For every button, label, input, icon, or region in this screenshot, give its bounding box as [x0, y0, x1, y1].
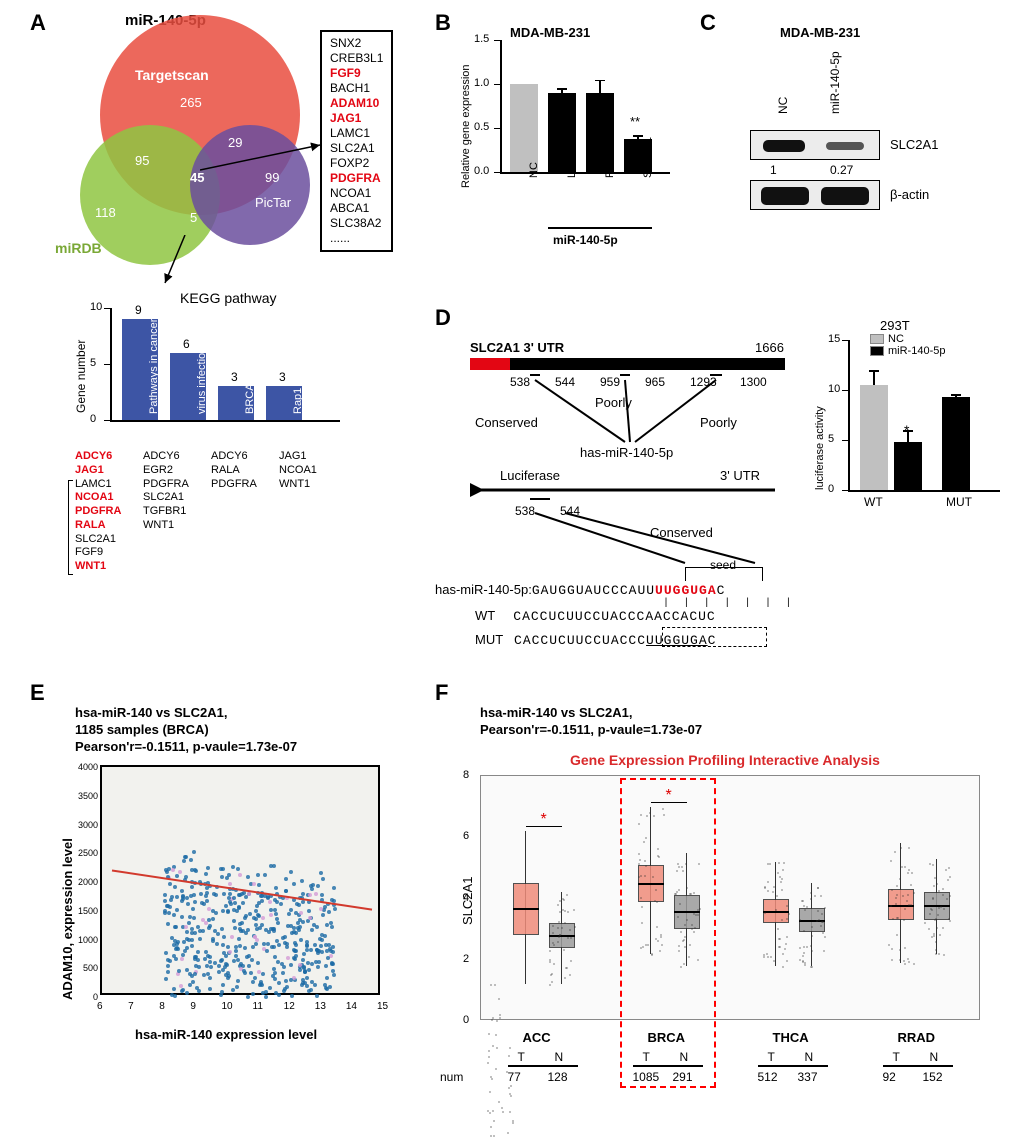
panel-f-boxplot: 02468**: [480, 775, 980, 1020]
panel-f-num-label: num: [440, 1070, 463, 1084]
cons-label2: Conserved: [650, 525, 713, 540]
kegg-gene-lists: ADCY6JAG1LAMC1NCOA1PDGFRARALASLC2A1FGF9W…: [75, 450, 341, 574]
utr-3p: [510, 358, 785, 370]
site1-start: 538: [510, 375, 530, 389]
mir-name-d: has-miR-140-5p: [580, 445, 673, 460]
venn-label-pictar: PicTar: [255, 195, 291, 210]
panel-f-ytitle: SLC2A1: [460, 877, 475, 925]
blot-int-1: 1: [770, 163, 777, 177]
panel-e-xtitle: hsa-miR-140 expression level: [135, 1027, 317, 1042]
panel-b-ytitle: Relative gene expression: [460, 64, 472, 188]
luc-title: 293T: [880, 318, 910, 333]
arrow-to-genes: [200, 140, 330, 190]
seq-wt: WT CACCUCUUCCUACCCAACCACUC: [475, 608, 716, 624]
site1-end: 544: [555, 375, 575, 389]
utr-name: SLC2A1 3' UTR: [470, 340, 564, 355]
cons1: Conserved: [475, 415, 538, 430]
panel-e-ytitle: ADAM10, expression level: [60, 838, 75, 1000]
luc-bar-chart: luciferase activity 051015*WTMUT: [820, 340, 1000, 510]
luc-label: Luciferase: [500, 468, 560, 483]
blot-actin: [750, 180, 880, 210]
venn-overlap-3: 5: [190, 210, 197, 225]
seed-bracket: [685, 567, 763, 581]
site2-start: 959: [600, 375, 620, 389]
panel-f-title: Gene Expression Profiling Interactive An…: [570, 752, 880, 768]
panel-a-label: A: [30, 10, 46, 36]
panel-c-label: C: [700, 10, 716, 36]
panel-b-title: MDA-MB-231: [510, 25, 590, 40]
site2-end: 965: [645, 375, 665, 389]
venn-count-ts: 265: [180, 95, 202, 110]
kegg-y-title: Gene number: [74, 340, 88, 413]
panel-e-scatter: 6789101112131415050010001500200025003000…: [100, 765, 380, 995]
panel-d-label: D: [435, 305, 451, 331]
gene-list-box: SNX2CREB3L1FGF9BACH1ADAM10JAG1LAMC1SLC2A…: [320, 30, 393, 252]
venn-overlap-1: 95: [135, 153, 149, 168]
kegg-bar-chart: Gene number 05109Pathways in cancer6viru…: [80, 308, 340, 438]
panel-e-label: E: [30, 680, 45, 706]
cons2: Poorly: [595, 395, 632, 410]
luc-ytitle: luciferase activity: [814, 406, 826, 490]
panel-b-chart: Relative gene expression 0.00.51.01.5NCL…: [470, 40, 670, 190]
venn-count-mirdb: 118: [95, 205, 116, 220]
panel-e-header: hsa-miR-140 vs SLC2A1, 1185 samples (BRC…: [75, 705, 297, 756]
utr-label-r: 3' UTR: [720, 468, 760, 483]
seq-mir: has-miR-140-5p:GAUGGUAUCCCAUUUUGGUGAC: [435, 582, 725, 598]
kegg-title: KEGG pathway: [180, 290, 277, 306]
panel-c-title: MDA-MB-231: [780, 25, 860, 40]
site3-start: 1293: [690, 375, 717, 389]
gene-bracket: [68, 480, 73, 575]
mut-box: [662, 627, 767, 647]
arrow-to-kegg: [160, 235, 200, 290]
panel-b-label: B: [435, 10, 451, 36]
utr-len: 1666: [755, 340, 784, 355]
cons3: Poorly: [700, 415, 737, 430]
site3-end: 1300: [740, 375, 767, 389]
blot-slc2a1: [750, 130, 880, 160]
luc-legend: NCmiR-140-5p: [870, 333, 945, 357]
utr-5p: [470, 358, 510, 370]
blot-int-2: 0.27: [830, 163, 853, 177]
blot-actin-label: β-actin: [890, 187, 929, 202]
panel-f-label: F: [435, 680, 448, 706]
venn-label-ts: Targetscan: [135, 67, 209, 83]
blot-slc2a1-label: SLC2A1: [890, 137, 938, 152]
seed-connector: [525, 505, 775, 575]
venn-label-mirdb: miRDB: [55, 240, 102, 256]
panel-f-header: hsa-miR-140 vs SLC2A1, Pearson'r=-0.1511…: [480, 705, 702, 739]
